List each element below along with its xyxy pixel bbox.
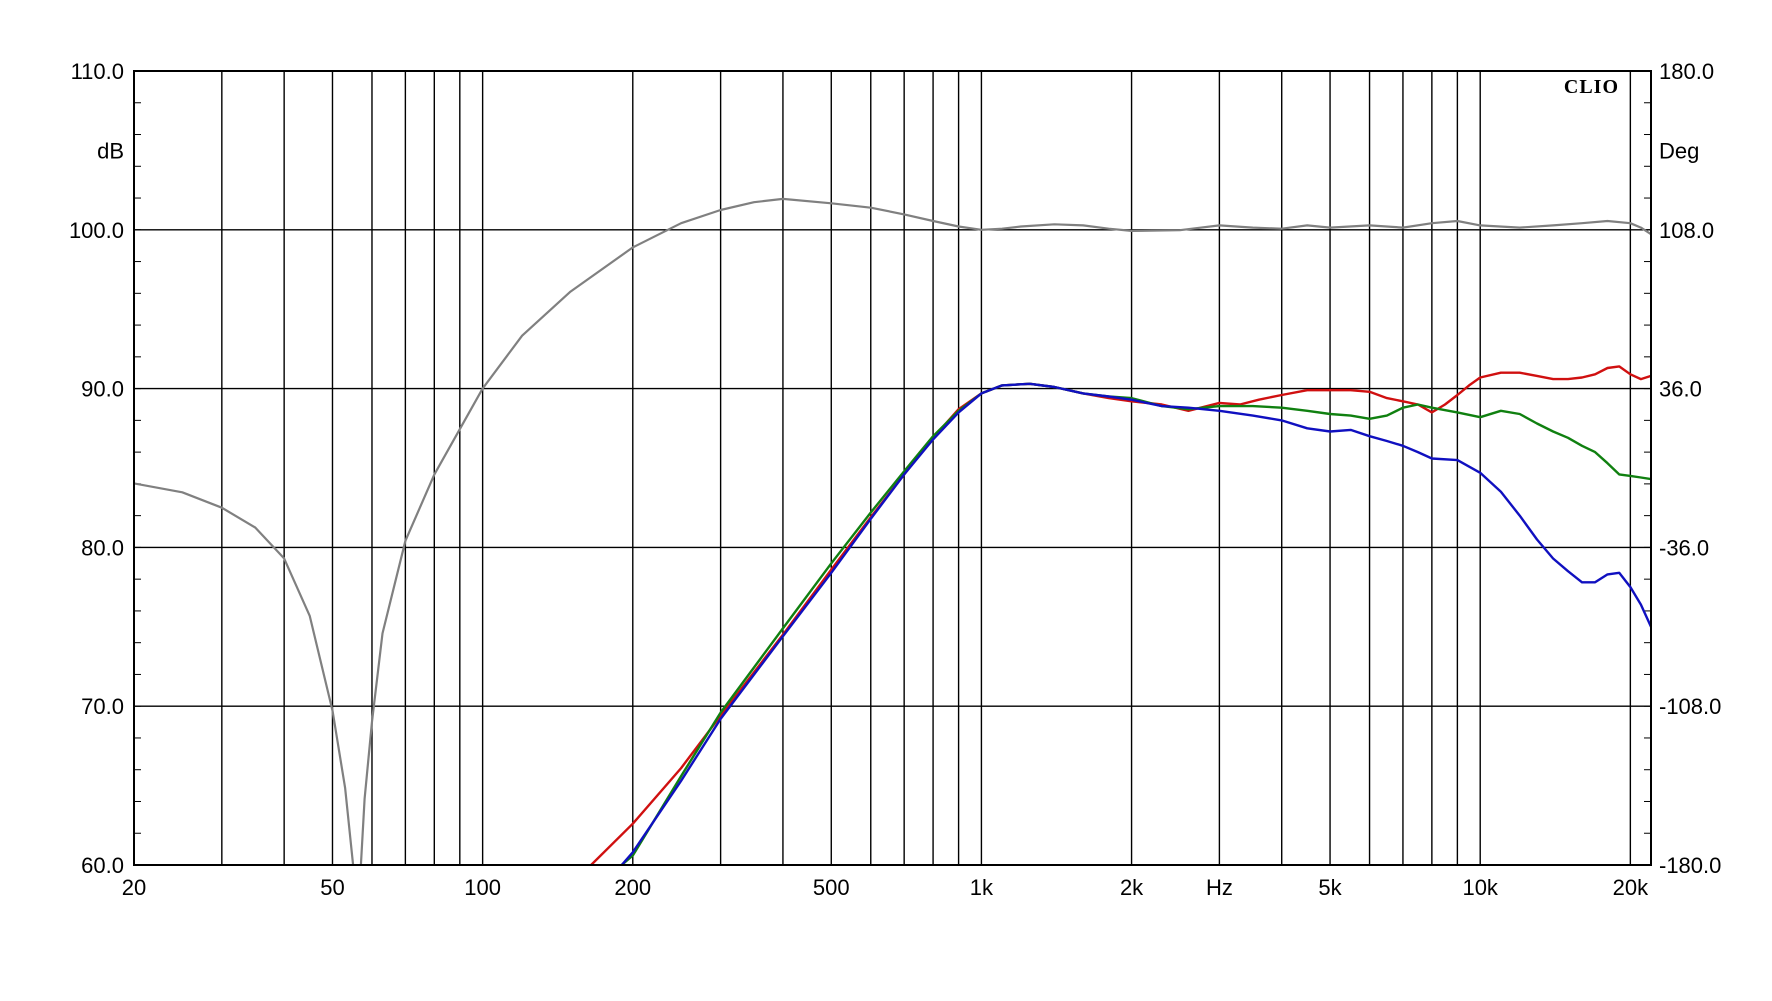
x-tick-label: 20k: [1613, 875, 1649, 900]
right-y-tick-label: -36.0: [1659, 535, 1709, 560]
right-y-tick-label: -108.0: [1659, 694, 1721, 719]
left-y-tick-label: 110.0: [71, 59, 124, 84]
plot-frame: [133, 70, 1652, 866]
phase-curve: [359, 197, 1651, 865]
left-y-tick-label: 70.0: [81, 694, 124, 719]
label-layer: 20 50 100 200 500 1k 2k 5k 10k 20k 110.0 100.0 90.0 8…: [69, 59, 1721, 900]
x-tick-label: 200: [614, 875, 651, 900]
left-axis-unit-label: dB: [97, 138, 124, 163]
x-tick-label: 10k: [1462, 875, 1498, 900]
right-y-tick-label: 108.0: [1659, 218, 1714, 243]
x-tick-label: 1k: [970, 875, 994, 900]
x-tick-label: 50: [320, 875, 344, 900]
left-y-tick-label: 90.0: [81, 377, 124, 402]
right-y-tick-label: 180.0: [1659, 59, 1714, 84]
x-tick-label: 20: [122, 875, 146, 900]
magnitude-curve: [620, 382, 1651, 865]
x-tick-label: 2k: [1120, 875, 1144, 900]
magnitude-curve: [589, 365, 1651, 865]
magnitude-curve: [620, 382, 1651, 865]
right-y-tick-label: 36.0: [1659, 377, 1702, 402]
grid-layer: [134, 70, 1651, 866]
left-y-tick-label: 60.0: [81, 853, 124, 878]
phase-curve: [134, 482, 355, 865]
x-tick-label: 5k: [1318, 875, 1342, 900]
left-y-tick-label: 100.0: [69, 218, 124, 243]
right-axis-unit-label: Deg: [1659, 138, 1699, 163]
left-y-tick-label: 80.0: [81, 535, 124, 560]
right-y-tick-label: -180.0: [1659, 853, 1721, 878]
x-tick-label: 100: [464, 875, 501, 900]
x-tick-label: 500: [813, 875, 850, 900]
trace-layer: [134, 197, 1651, 865]
x-axis-unit-label: Hz: [1206, 875, 1233, 900]
clio-brand-label: CLIO: [1564, 76, 1619, 98]
